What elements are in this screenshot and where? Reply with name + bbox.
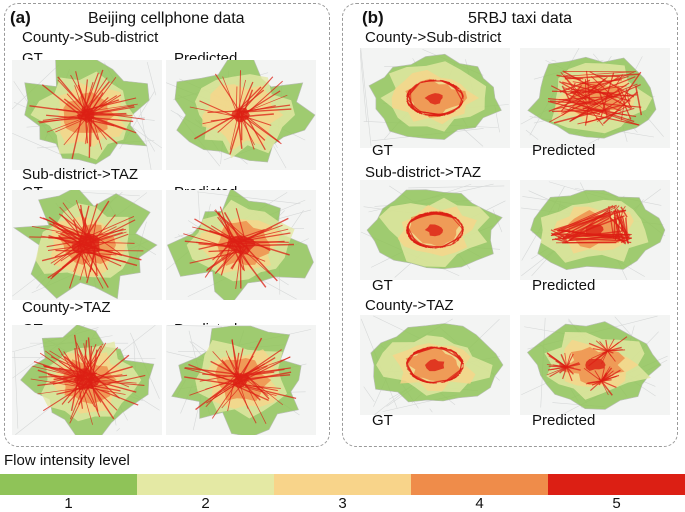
legend-level-4-label: 4 — [470, 495, 490, 512]
panel-b-row-2-gt-map — [360, 180, 510, 280]
legend-level-4-swatch — [411, 474, 548, 495]
panel-a-row-3-pred-map — [166, 325, 316, 435]
panel-b-row-1-pred-label: Predicted — [532, 142, 595, 159]
legend-level-3-swatch — [274, 474, 411, 495]
panel-a-row-1-title: County->Sub-district — [22, 29, 158, 46]
panel-b-row-1-pred-map — [520, 48, 670, 148]
panel-a-row-1-gt-map — [12, 60, 162, 170]
panel-b-row-1-gt-map — [360, 48, 510, 148]
panel-b-title: 5RBJ taxi data — [468, 10, 572, 28]
legend-title: Flow intensity level — [4, 452, 130, 469]
legend-level-2-swatch — [137, 474, 274, 495]
panel-b-row-3-pred-label: Predicted — [532, 412, 595, 429]
panel-a-row-2-title: Sub-district->TAZ — [22, 166, 138, 183]
panel-b-row-1-gt-label: GT — [372, 142, 393, 159]
panel-a-letter: (a) — [10, 8, 31, 28]
panel-b-row-3-title: County->TAZ — [365, 297, 454, 314]
panel-a-row-3-gt-map — [12, 325, 162, 435]
panel-b-row-1-title: County->Sub-district — [365, 29, 501, 46]
panel-a-row-3-title: County->TAZ — [22, 299, 111, 316]
panel-b-row-3-pred-map — [520, 315, 670, 415]
panel-b-letter: (b) — [362, 8, 384, 28]
panel-b-row-2-pred-label: Predicted — [532, 277, 595, 294]
panel-a-row-1-pred-map — [166, 60, 316, 170]
legend-level-1-swatch — [0, 474, 137, 495]
legend-level-3-label: 3 — [333, 495, 353, 512]
legend-level-5-label: 5 — [607, 495, 627, 512]
panel-b-row-2-title: Sub-district->TAZ — [365, 164, 481, 181]
legend-level-1-label: 1 — [59, 495, 79, 512]
panel-b-row-2-pred-map — [520, 180, 670, 280]
legend-level-5-swatch — [548, 474, 685, 495]
panel-a-title: Beijing cellphone data — [88, 10, 245, 28]
panel-b-row-3-gt-label: GT — [372, 412, 393, 429]
panel-b-row-2-gt-label: GT — [372, 277, 393, 294]
legend-level-2-label: 2 — [196, 495, 216, 512]
panel-b-row-3-gt-map — [360, 315, 510, 415]
panel-a-row-2-gt-map — [12, 190, 162, 300]
panel-a-row-2-pred-map — [166, 190, 316, 300]
